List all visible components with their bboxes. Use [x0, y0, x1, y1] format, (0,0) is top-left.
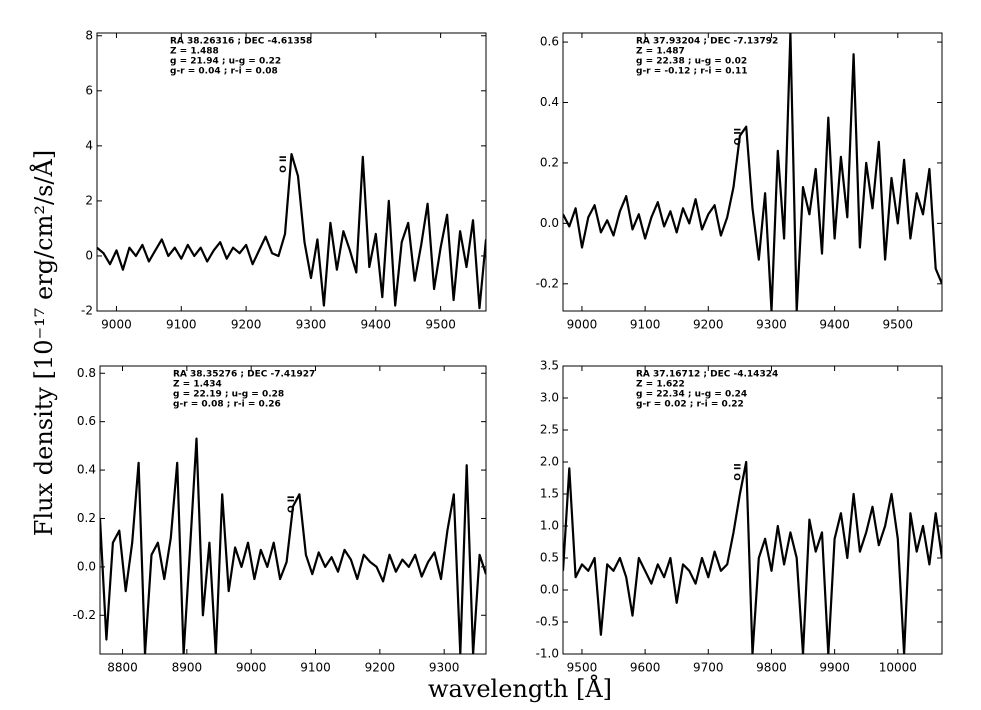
y-tick-label: 0.0 — [77, 559, 96, 573]
annotation: g = 21.94 ; u-g = 0.22 — [170, 57, 281, 67]
x-tick-label: 9200 — [693, 318, 724, 332]
annotation: g-r = 0.08 ; r-i = 0.26 — [173, 400, 281, 410]
annotation: Z = 1.488 — [170, 47, 219, 57]
y-tick-label: 0 — [85, 248, 93, 262]
line-label: O II — [287, 496, 297, 513]
x-tick-label: 9700 — [693, 661, 724, 675]
y-tick-label: 8 — [85, 28, 93, 42]
y-tick-label: 0.6 — [540, 35, 559, 49]
annotation: RA 37.93204 ; DEC -7.13792 — [636, 37, 778, 47]
x-tick-label: 9300 — [429, 661, 460, 675]
y-tick-label: 0.4 — [77, 463, 96, 477]
x-tick-label: 9300 — [296, 318, 327, 332]
x-tick-label: 9000 — [567, 318, 598, 332]
axes-frame — [96, 32, 487, 312]
y-tick-label: 1.5 — [540, 487, 559, 501]
y-tick-label: -0.2 — [73, 608, 96, 622]
x-tick-label: 9300 — [756, 318, 787, 332]
plot-area — [563, 460, 942, 654]
x-tick-label: 10000 — [879, 661, 917, 675]
x-tick-label: 9800 — [756, 661, 787, 675]
y-tick-label: 4 — [85, 138, 93, 152]
y-tick-label: 0.0 — [540, 216, 559, 230]
y-tick-label: 0.2 — [540, 155, 559, 169]
x-tick-label: 9400 — [361, 318, 392, 332]
x-tick-label: 9900 — [819, 661, 850, 675]
y-tick-label: 3.5 — [540, 359, 559, 373]
annotation: RA 38.26316 ; DEC -4.61358 — [170, 37, 312, 47]
annotation: g = 22.38 ; u-g = 0.02 — [636, 57, 747, 67]
x-tick-label: 9500 — [883, 318, 914, 332]
spectrum-line — [97, 153, 486, 310]
y-tick-label: 6 — [85, 83, 93, 97]
x-axis-label: wavelength [Å] — [428, 674, 612, 703]
line-label: O II — [279, 155, 289, 172]
plot-area — [97, 153, 486, 310]
x-tick-label: 9100 — [300, 661, 331, 675]
annotation: g-r = 0.04 ; r-i = 0.08 — [170, 67, 278, 77]
y-tick-label: -0.2 — [536, 276, 559, 290]
y-tick-label: 0.6 — [77, 414, 96, 428]
annotation: RA 37.16712 ; DEC -4.14324 — [636, 370, 778, 380]
annotation: RA 38.35276 ; DEC -7.41927 — [173, 370, 315, 380]
annotation: g = 22.19 ; u-g = 0.28 — [173, 390, 284, 400]
plot-area — [100, 437, 486, 654]
x-tick-label: 9400 — [819, 318, 850, 332]
annotation: g-r = -0.12 ; r-i = 0.11 — [636, 67, 748, 77]
y-tick-label: 2.0 — [540, 455, 559, 469]
y-axis-label: Flux density [10⁻¹⁷ erg/cm²/s/Å] — [29, 150, 58, 536]
x-tick-label: 8900 — [172, 661, 203, 675]
y-tick-label: 0.8 — [77, 366, 96, 380]
line-label: O II — [734, 128, 744, 145]
x-tick-label: 9500 — [567, 661, 598, 675]
spectrum-line — [100, 437, 486, 654]
axes-frame — [99, 365, 487, 655]
x-tick-label: 8800 — [107, 661, 138, 675]
y-tick-label: -2 — [81, 304, 93, 318]
y-tick-label: 1.0 — [540, 519, 559, 533]
axes-frame — [562, 32, 943, 312]
x-tick-label: 9200 — [231, 318, 262, 332]
x-tick-label: 9100 — [166, 318, 197, 332]
annotation: Z = 1.434 — [173, 380, 222, 390]
y-tick-label: 0.4 — [540, 95, 559, 109]
y-tick-label: -0.5 — [536, 615, 559, 629]
annotation: g = 22.34 ; u-g = 0.24 — [636, 390, 747, 400]
y-tick-label: -1.0 — [536, 647, 559, 661]
plot-area — [563, 33, 942, 311]
x-tick-label: 9600 — [630, 661, 661, 675]
y-tick-label: 2 — [85, 193, 93, 207]
y-tick-label: 0.5 — [540, 551, 559, 565]
y-tick-label: 2.5 — [540, 423, 559, 437]
axes-frame — [562, 365, 943, 655]
y-tick-label: 0.2 — [77, 511, 96, 525]
y-tick-label: 0.0 — [540, 583, 559, 597]
y-tick-label: 3.0 — [540, 391, 559, 405]
annotation: Z = 1.622 — [636, 380, 685, 390]
x-tick-label: 9100 — [630, 318, 661, 332]
spectrum-line — [563, 33, 942, 311]
line-label: O II — [734, 463, 744, 480]
annotation: Z = 1.487 — [636, 47, 685, 57]
x-tick-label: 9500 — [425, 318, 456, 332]
spectrum-line — [563, 460, 942, 654]
x-tick-label: 9000 — [101, 318, 132, 332]
annotation: g-r = 0.02 ; r-i = 0.22 — [636, 400, 744, 410]
x-tick-label: 9200 — [365, 661, 396, 675]
x-tick-label: 9000 — [236, 661, 267, 675]
